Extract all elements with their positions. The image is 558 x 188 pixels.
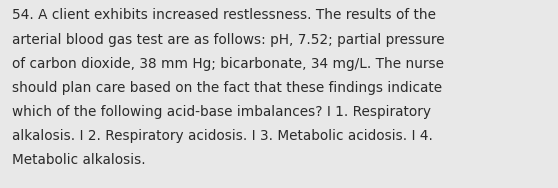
Text: of carbon dioxide, 38 mm Hg; bicarbonate, 34 mg/L. The nurse: of carbon dioxide, 38 mm Hg; bicarbonate… [12, 57, 444, 70]
Text: which of the following acid-base imbalances? I 1. Respiratory: which of the following acid-base imbalan… [12, 105, 431, 119]
Text: should plan care based on the fact that these findings indicate: should plan care based on the fact that … [12, 81, 442, 95]
Text: alkalosis. I 2. Respiratory acidosis. I 3. Metabolic acidosis. I 4.: alkalosis. I 2. Respiratory acidosis. I … [12, 129, 433, 143]
Text: 54. A client exhibits increased restlessness. The results of the: 54. A client exhibits increased restless… [12, 8, 436, 22]
Text: Metabolic alkalosis.: Metabolic alkalosis. [12, 153, 146, 167]
Text: arterial blood gas test are as follows: pH, 7.52; partial pressure: arterial blood gas test are as follows: … [12, 33, 445, 46]
